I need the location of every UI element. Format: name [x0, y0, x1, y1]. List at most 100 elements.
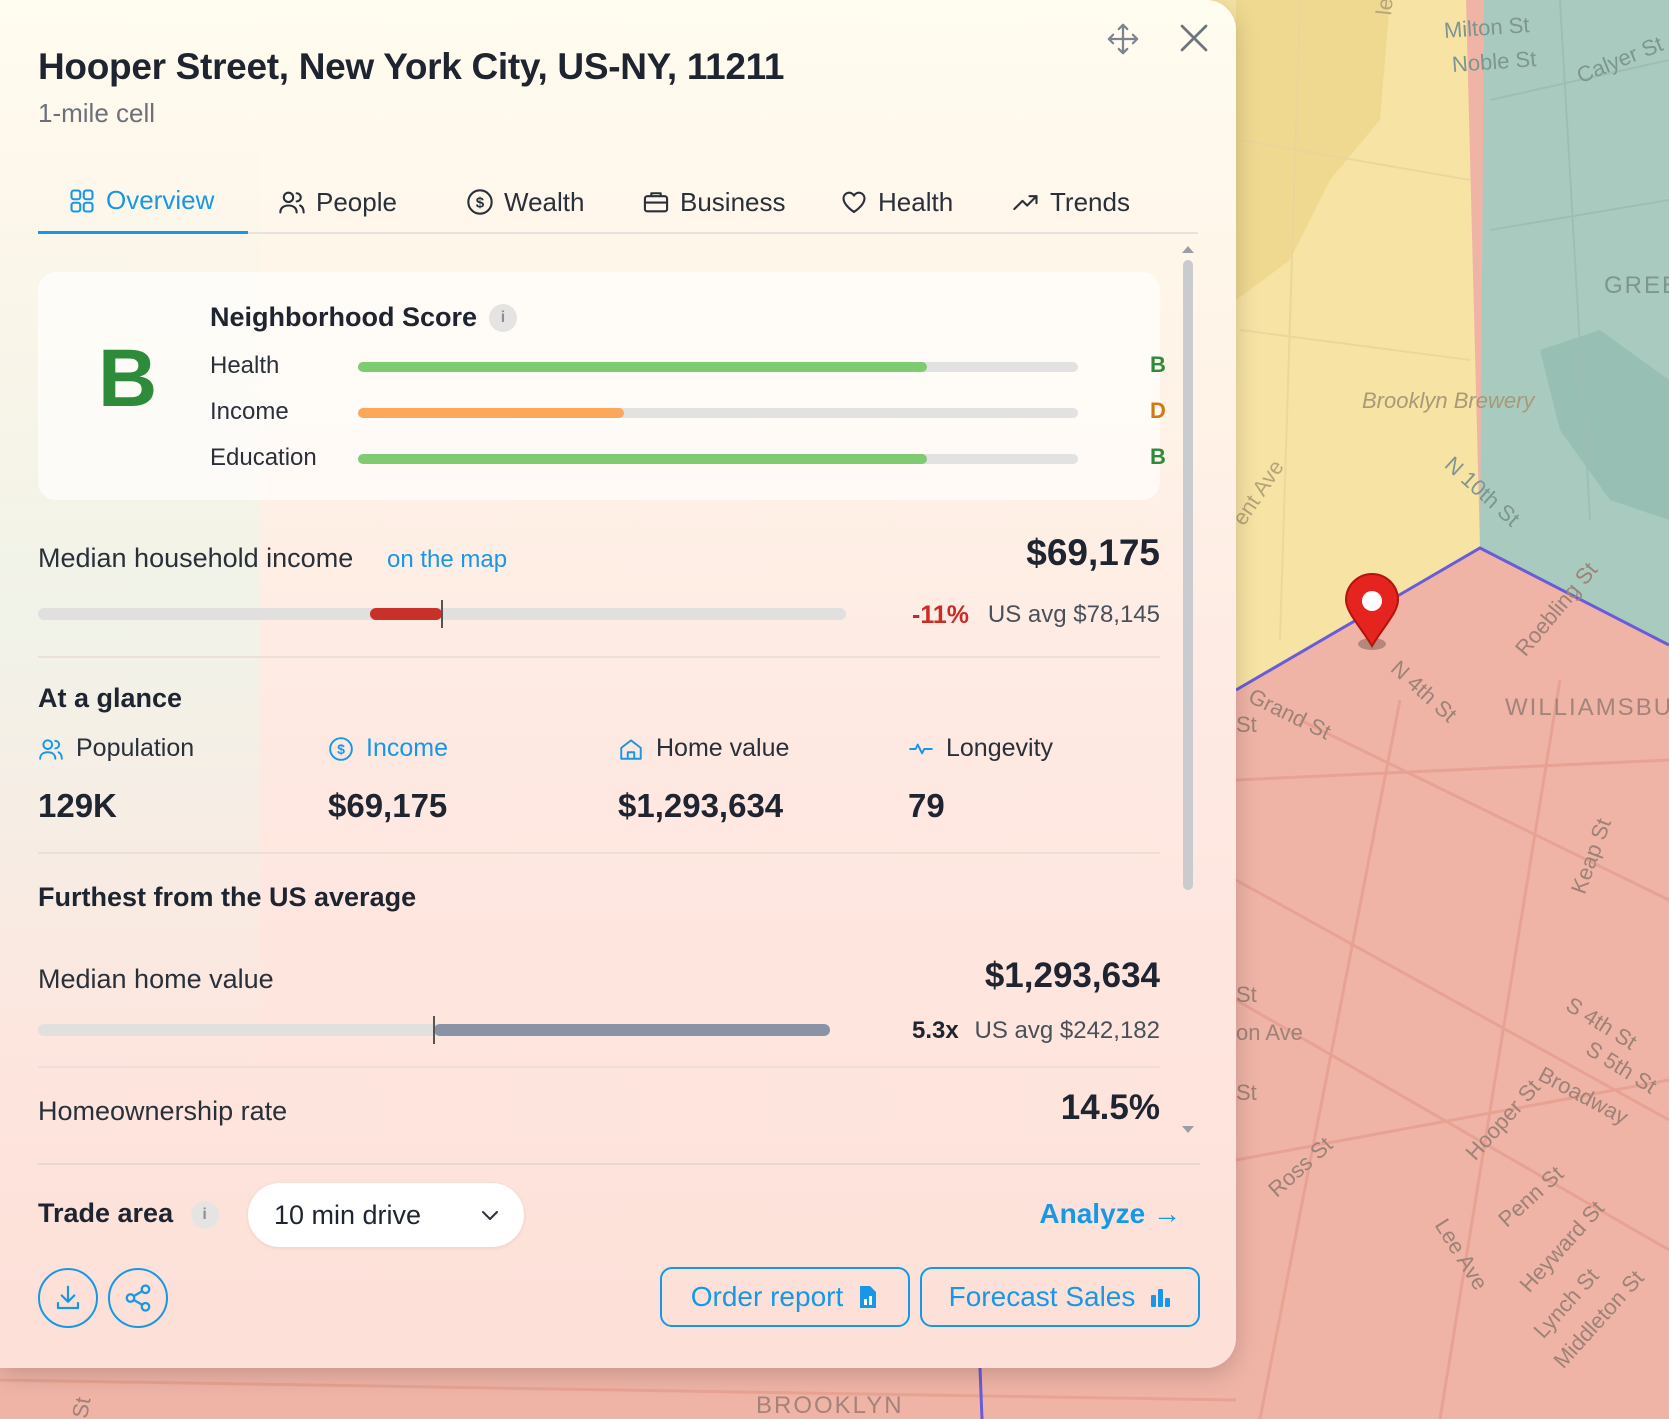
trade-area-label: Trade area i	[38, 1198, 219, 1229]
page-title: Hooper Street, New York City, US-NY, 112…	[38, 46, 785, 87]
homeownership-label: Homeownership rate	[38, 1096, 288, 1126]
dollar-circle-icon: $	[329, 736, 353, 761]
tab-label: Wealth	[504, 186, 585, 217]
scroll-up-arrow[interactable]	[1182, 246, 1194, 253]
glance-value: 129K	[38, 787, 117, 824]
home-icon	[620, 738, 642, 760]
close-icon[interactable]	[1176, 20, 1212, 61]
download-button[interactable]	[38, 1268, 98, 1328]
score-row-grade: B	[1150, 352, 1166, 377]
on-the-map-link[interactable]: on the map	[387, 546, 508, 573]
map-street-label: BROOKLYN	[756, 1392, 904, 1419]
trending-up-icon	[1013, 195, 1038, 211]
svg-text:$: $	[337, 740, 345, 756]
score-row-education: Education B	[210, 444, 1166, 474]
tab-business[interactable]: Business	[612, 170, 816, 234]
divider	[38, 656, 1160, 658]
forecast-sales-label: Forecast Sales	[948, 1281, 1136, 1312]
glance-value: 79	[908, 787, 945, 824]
glance-label: Home value	[656, 734, 790, 762]
tab-label: Health	[878, 186, 954, 217]
income-diff-fill	[370, 608, 442, 620]
map-street-label: St	[1236, 982, 1257, 1007]
glance-value: $1,293,634	[618, 787, 784, 824]
us-average-marker	[441, 600, 443, 628]
trade-area-select[interactable]: 10 min drive	[248, 1183, 524, 1247]
divider	[38, 852, 1160, 854]
tab-bar: Overview People $ Wealth Business Health…	[38, 170, 1198, 234]
home-value-multiplier: 5.3x	[912, 1017, 959, 1044]
share-icon	[125, 1284, 151, 1312]
scrollbar-thumb[interactable]	[1183, 260, 1193, 890]
info-icon[interactable]: i	[489, 303, 518, 332]
download-icon	[56, 1285, 80, 1310]
median-home-value-label: Median home value	[38, 964, 274, 994]
info-icon[interactable]: i	[190, 1200, 219, 1229]
score-title: Neighborhood Score i	[210, 302, 518, 333]
glance-value: $69,175	[328, 787, 448, 824]
score-row-label: Income	[210, 398, 289, 425]
neighborhood-score-card: B Neighborhood Score i Health B Income D…	[38, 272, 1166, 500]
people-icon	[279, 191, 305, 214]
order-report-button[interactable]: Order report	[660, 1267, 910, 1327]
score-row-grade: D	[1150, 398, 1166, 423]
map-street-label: on Ave	[1236, 1020, 1303, 1045]
home-value-us-average: US avg $242,182	[974, 1017, 1160, 1044]
score-title-text: Neighborhood Score	[210, 302, 478, 332]
report-icon	[860, 1286, 877, 1308]
pulse-icon	[909, 743, 933, 754]
score-row-label: Education	[210, 444, 317, 471]
move-icon[interactable]	[1106, 22, 1140, 61]
tab-trends[interactable]: Trends	[982, 170, 1160, 234]
tab-label: Trends	[1050, 186, 1130, 217]
map-street-label: WILLIAMSBUR	[1505, 694, 1669, 721]
tab-overview[interactable]: Overview	[38, 170, 248, 234]
heart-icon	[842, 191, 866, 213]
divider	[38, 1163, 1200, 1165]
tab-health[interactable]: Health	[810, 170, 983, 234]
score-row-health: Health B	[210, 352, 1166, 382]
glance-longevity: Longevity 79	[908, 734, 1198, 825]
divider	[38, 1066, 1160, 1068]
score-row-income: Income D	[210, 398, 1166, 428]
glance-population: Population 129K	[38, 734, 328, 825]
briefcase-icon	[643, 192, 669, 213]
at-a-glance-heading: At a glance	[38, 683, 183, 713]
score-row-label: Health	[210, 352, 280, 379]
location-pin-icon	[1344, 573, 1400, 650]
median-home-value: $1,293,634	[984, 956, 1160, 995]
tab-people[interactable]: People	[248, 170, 427, 234]
trade-area-text: Trade area	[38, 1198, 174, 1228]
forecast-sales-button[interactable]: Forecast Sales	[920, 1267, 1200, 1327]
tab-label: Business	[680, 186, 786, 217]
people-icon	[39, 738, 63, 760]
score-bar-fill	[358, 408, 625, 418]
svg-text:$: $	[476, 194, 485, 211]
dollar-circle-icon: $	[467, 189, 493, 215]
grid-icon	[70, 188, 94, 213]
furthest-heading: Furthest from the US average	[38, 882, 417, 912]
analyze-link[interactable]: Analyze →	[1039, 1198, 1181, 1229]
page-subtitle: 1-mile cell	[38, 98, 156, 128]
homeownership-value: 14.5%	[1060, 1088, 1160, 1127]
map-street-label: St	[1236, 712, 1257, 737]
overall-grade: B	[98, 333, 158, 424]
tab-label: Overview	[106, 185, 215, 215]
scrollbar[interactable]	[1181, 246, 1194, 1136]
scroll-down-arrow[interactable]	[1182, 1126, 1194, 1133]
location-details-panel: Hooper Street, New York City, US-NY, 112…	[0, 0, 1236, 1368]
score-bar	[358, 408, 1078, 418]
income-diff-percent: -11%	[912, 601, 969, 629]
glance-label: Population	[76, 734, 195, 762]
glance-home-value: Home value $1,293,634	[618, 734, 908, 825]
score-row-grade: B	[1150, 444, 1166, 469]
score-bar-fill	[358, 454, 927, 464]
score-bar	[358, 362, 1078, 372]
forecast-chart-icon	[1151, 1289, 1171, 1307]
map-street-label: Brooklyn Brewery	[1362, 388, 1535, 413]
tab-wealth[interactable]: $ Wealth	[436, 170, 614, 234]
order-report-label: Order report	[690, 1281, 844, 1312]
glance-income[interactable]: $ Income $69,175	[328, 734, 618, 825]
median-income-label: Median household income	[38, 543, 354, 573]
share-button[interactable]	[108, 1268, 168, 1328]
